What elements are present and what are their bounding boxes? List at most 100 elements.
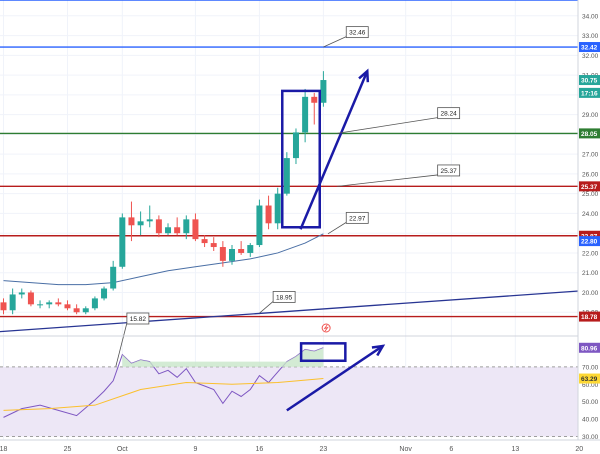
candle-down[interactable]: [73, 308, 80, 313]
candle-up[interactable]: [165, 227, 172, 234]
rsi-trend-arrow[interactable]: [286, 344, 384, 412]
price-trend-arrow[interactable]: [299, 70, 369, 230]
lightning-icon: [323, 324, 329, 332]
candle-up[interactable]: [283, 158, 290, 194]
price-tick-label: 21.00: [582, 270, 599, 277]
candle-down[interactable]: [219, 247, 226, 261]
candle-down[interactable]: [155, 219, 162, 234]
candle-down[interactable]: [64, 304, 71, 309]
candle-down[interactable]: [55, 302, 62, 305]
candle-up[interactable]: [101, 288, 108, 299]
level-badge: 32.42: [581, 45, 598, 52]
candle-down[interactable]: [128, 217, 135, 226]
candle-up[interactable]: [302, 96, 309, 133]
rsi-badge: 63.29: [581, 376, 598, 383]
candle-up[interactable]: [320, 80, 327, 103]
price-badge-bg: [579, 75, 600, 86]
candle-up[interactable]: [91, 298, 98, 309]
rsi-tick-label: 40.00: [582, 417, 599, 424]
callout-box: [437, 164, 461, 177]
candle-down[interactable]: [210, 243, 217, 248]
time-tick-label: 16: [256, 446, 264, 453]
rsi-tick-label: 70.00: [582, 364, 599, 371]
candle-down[interactable]: [311, 96, 318, 103]
rsi-band-fill: [0, 366, 578, 437]
candle-up[interactable]: [229, 249, 235, 261]
candle-up[interactable]: [146, 219, 153, 222]
trendline: [0, 288, 600, 333]
price-axis[interactable]: 34.0033.0032.0031.0030.0029.0028.0027.00…: [577, 0, 600, 441]
candle-up[interactable]: [274, 193, 281, 224]
rsi-tick-label: 50.00: [582, 399, 599, 406]
rsi-line: [3, 347, 324, 418]
price-tick-label: 24.00: [582, 211, 599, 218]
callout-leader: [323, 36, 347, 48]
candle-up[interactable]: [256, 205, 263, 246]
rsi-badge-bg: [579, 373, 600, 384]
price-tick-label: 25.00: [582, 191, 599, 198]
price-badge-bg: [579, 236, 600, 247]
rsi-trend-arrow-head: [371, 344, 386, 357]
callout-leader: [327, 222, 347, 235]
candle-up[interactable]: [82, 308, 89, 313]
time-tick-label: Oct: [117, 446, 128, 453]
price-tick-label: 34.00: [582, 13, 599, 20]
candle-up[interactable]: [247, 245, 254, 253]
candle-down[interactable]: [201, 239, 208, 244]
candle-up[interactable]: [18, 292, 25, 295]
price-badge: 30.75: [581, 78, 598, 85]
candle-down[interactable]: [238, 249, 245, 253]
callout-label: 25.37: [441, 168, 458, 175]
candle-up[interactable]: [9, 294, 16, 311]
candle-down[interactable]: [174, 227, 181, 234]
rsi-tick-label: 30.00: [582, 434, 599, 441]
time-tick-label: 9: [193, 446, 197, 453]
price-tick-label: 33.00: [582, 33, 599, 40]
callout-label: 15.82: [130, 316, 147, 323]
level-badge-bg: [579, 42, 600, 53]
price-axis-background: [578, 0, 600, 440]
time-tick-label: 6: [449, 446, 453, 453]
candle-up[interactable]: [183, 219, 190, 234]
level-badge: 18.78: [581, 314, 598, 321]
candle-up[interactable]: [110, 266, 117, 289]
rsi-badge-bg: [579, 342, 600, 353]
candle-down[interactable]: [265, 205, 272, 224]
rsi-highlight-box[interactable]: [299, 342, 347, 363]
candle-up[interactable]: [46, 302, 53, 305]
price-tick-label: 32.00: [582, 53, 599, 60]
time-tick-label: 18: [0, 446, 7, 453]
time-tick-label: 20: [575, 446, 583, 453]
callout-label: 28.24: [441, 111, 458, 118]
moving-average-line: [3, 233, 324, 286]
rsi-badge: 80.96: [581, 345, 598, 352]
rsi-pane[interactable]: [0, 323, 578, 438]
level-badge-bg: [579, 311, 600, 322]
time-tick-label: 23: [320, 446, 328, 453]
candle-up[interactable]: [137, 221, 144, 226]
callout-label: 32.46: [349, 30, 366, 37]
callout-box: [437, 107, 461, 120]
candle-up[interactable]: [119, 217, 126, 267]
price-tick-label: 26.00: [582, 171, 599, 178]
candle-up[interactable]: [37, 304, 44, 306]
time-tick-label: 25: [64, 446, 72, 453]
callout-box: [126, 312, 150, 325]
time-axis[interactable]: 18 25 Oct 9 16 23 Nov 6 13 20: [0, 439, 600, 453]
candle-up[interactable]: [292, 132, 299, 159]
price-tick-label: 27.00: [582, 152, 599, 159]
candle-down[interactable]: [27, 292, 34, 305]
rsi-ma-line: [3, 378, 324, 411]
callout-leader: [337, 117, 438, 134]
callout-box: [345, 211, 369, 224]
level-badge: 28.05: [581, 131, 598, 138]
price-trend-arrow-head: [358, 68, 370, 83]
callout-box: [272, 291, 296, 303]
price-tick-label: 29.00: [582, 112, 599, 119]
callout-leader: [259, 301, 274, 314]
candle-down[interactable]: [192, 219, 199, 240]
candle-down[interactable]: [0, 302, 7, 311]
callout-box: [345, 26, 369, 39]
callout-leader: [337, 174, 438, 187]
